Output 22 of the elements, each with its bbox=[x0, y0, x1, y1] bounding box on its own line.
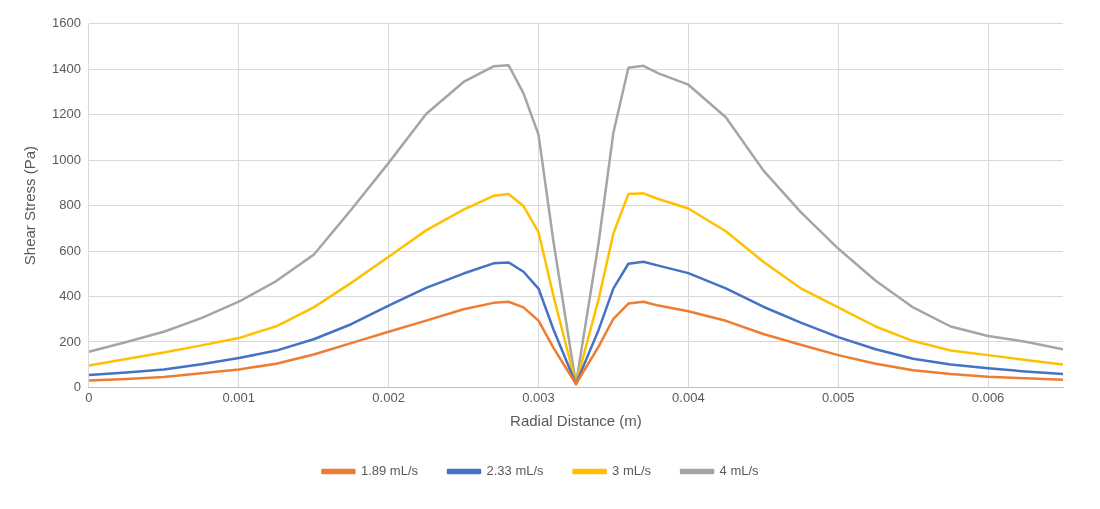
x-tick-label: 0 bbox=[85, 389, 93, 405]
y-tick-label: 0 bbox=[73, 378, 81, 394]
x-tick-label: 0.006 bbox=[971, 389, 1005, 405]
legend-label: 2.33 mL/s bbox=[486, 463, 545, 479]
y-tick-label: 1400 bbox=[52, 60, 81, 76]
y-tick-label: 600 bbox=[59, 242, 81, 258]
legend-label: 4 mL/s bbox=[719, 463, 760, 479]
y-tick-label: 800 bbox=[59, 197, 81, 213]
legend-label: 3 mL/s bbox=[612, 463, 652, 479]
x-axis-title: Radial Distance (m) bbox=[510, 412, 642, 430]
legend-label: 1.89 mL/s bbox=[360, 463, 419, 479]
x-tick-label: 0.004 bbox=[672, 389, 705, 405]
x-tick-label: 0.001 bbox=[222, 389, 256, 405]
y-tick-label: 1200 bbox=[52, 106, 81, 122]
y-tick-label: 1000 bbox=[52, 151, 81, 167]
y-axis-title: Shear Stress (Pa) bbox=[21, 145, 39, 266]
x-tick-label: 0.005 bbox=[821, 389, 855, 405]
x-tick-label: 0.003 bbox=[522, 389, 555, 405]
y-tick-label: 1600 bbox=[52, 15, 81, 31]
x-tick-label: 0.002 bbox=[372, 389, 405, 405]
y-tick-label: 200 bbox=[59, 333, 81, 349]
y-tick-label: 400 bbox=[59, 288, 81, 304]
